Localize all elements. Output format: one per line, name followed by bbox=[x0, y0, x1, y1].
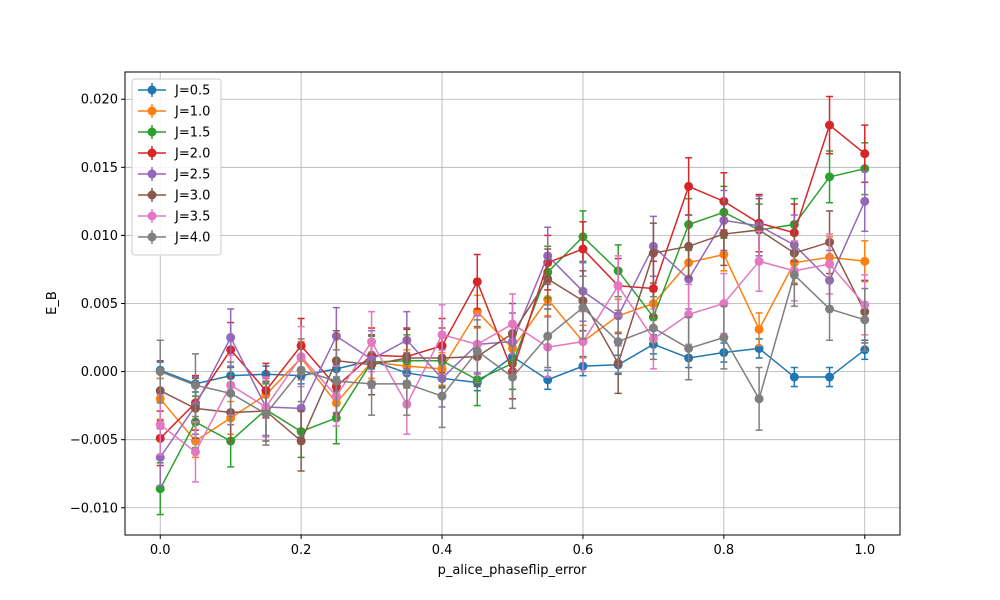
data-point bbox=[190, 380, 200, 390]
legend-marker bbox=[147, 211, 157, 221]
legend-label: J=2.5 bbox=[174, 168, 210, 183]
legend-label: J=3.0 bbox=[174, 189, 210, 204]
legend: J=0.5 J=1.0 J=1.5 J=2.0 J=2.5 J=3.0 J=3.5 J=4.0 bbox=[131, 78, 222, 256]
legend-marker bbox=[147, 85, 157, 95]
series-group bbox=[155, 95, 870, 516]
data-point bbox=[684, 343, 694, 353]
legend-label: J=3.5 bbox=[174, 210, 210, 225]
legend-marker bbox=[147, 190, 157, 200]
series-J=4.0 bbox=[155, 242, 870, 446]
x-tick-label: 1.0 bbox=[854, 543, 875, 558]
data-point bbox=[825, 172, 835, 182]
data-point bbox=[684, 241, 694, 251]
y-tick-label: −0.010 bbox=[70, 501, 118, 516]
data-point bbox=[825, 372, 835, 382]
legend-label: J=0.5 bbox=[174, 84, 210, 99]
x-tick-label: 0.2 bbox=[291, 543, 312, 558]
data-point bbox=[296, 365, 306, 375]
legend-entry: J=2.5 bbox=[138, 167, 210, 183]
data-point bbox=[437, 330, 447, 340]
data-point bbox=[402, 379, 412, 389]
data-point bbox=[789, 270, 799, 280]
y-tick-label: 0.005 bbox=[81, 297, 118, 312]
y-tick-label: −0.005 bbox=[70, 433, 118, 448]
data-point bbox=[155, 420, 165, 430]
data-point bbox=[543, 274, 553, 284]
data-point bbox=[719, 229, 729, 239]
legend-marker bbox=[147, 232, 157, 242]
x-axis-label: p_alice_phaseflip_error bbox=[438, 563, 587, 578]
data-point bbox=[367, 337, 377, 347]
data-point bbox=[261, 409, 271, 419]
data-point bbox=[331, 376, 341, 386]
data-point bbox=[648, 284, 658, 294]
data-point bbox=[472, 277, 482, 287]
data-point bbox=[613, 337, 623, 347]
data-point bbox=[754, 225, 764, 235]
data-point bbox=[719, 333, 729, 343]
data-point bbox=[789, 372, 799, 382]
data-point bbox=[754, 394, 764, 404]
data-point bbox=[754, 324, 764, 334]
legend-entry: J=3.5 bbox=[138, 209, 210, 225]
y-tick-label: 0.020 bbox=[81, 93, 118, 108]
legend-entry: J=1.5 bbox=[138, 125, 210, 141]
data-point bbox=[860, 196, 870, 206]
data-point bbox=[684, 181, 694, 191]
data-point bbox=[437, 391, 447, 401]
data-point bbox=[508, 372, 517, 382]
data-point bbox=[754, 256, 764, 266]
data-point bbox=[226, 333, 236, 343]
data-point bbox=[648, 248, 658, 258]
data-point bbox=[684, 274, 694, 284]
y-axis-label: E_B bbox=[45, 291, 60, 315]
legend-entry: J=1.0 bbox=[138, 104, 210, 120]
y-tick-label: 0.015 bbox=[81, 161, 118, 176]
data-point bbox=[190, 447, 200, 457]
data-point bbox=[825, 304, 835, 314]
data-point bbox=[613, 281, 623, 291]
data-point bbox=[543, 331, 553, 341]
legend-label: J=1.0 bbox=[174, 105, 210, 120]
legend-entry: J=3.0 bbox=[138, 188, 210, 204]
data-point bbox=[508, 319, 517, 329]
data-point bbox=[578, 244, 588, 254]
data-point bbox=[860, 256, 870, 266]
legend-entry: J=4.0 bbox=[138, 230, 210, 246]
x-tick-label: 0.8 bbox=[714, 543, 735, 558]
legend-marker bbox=[147, 169, 157, 179]
x-tick-label: 0.4 bbox=[432, 543, 453, 558]
data-point bbox=[825, 259, 835, 269]
y-tick-label: 0.010 bbox=[81, 229, 118, 244]
data-point bbox=[578, 303, 588, 313]
legend-entry: J=0.5 bbox=[138, 83, 210, 99]
legend-label: J=4.0 bbox=[174, 231, 210, 246]
data-point bbox=[825, 120, 835, 130]
y-tick-label: 0.000 bbox=[81, 365, 118, 380]
x-tick-label: 0.0 bbox=[150, 543, 171, 558]
data-point bbox=[860, 315, 870, 325]
legend-marker bbox=[147, 106, 157, 116]
x-tick-label: 0.6 bbox=[573, 543, 594, 558]
legend-label: J=2.0 bbox=[174, 147, 210, 162]
legend-entry: J=2.0 bbox=[138, 146, 210, 162]
data-point bbox=[226, 388, 236, 398]
data-point bbox=[155, 367, 165, 377]
data-point bbox=[296, 436, 306, 446]
ticks: 0.0 0.2 0.4 0.6 0.8 1.0 −0.010 −0.005 0.000 0.005… bbox=[70, 93, 875, 558]
legend-box bbox=[131, 78, 222, 256]
legend-label: J=1.5 bbox=[174, 126, 210, 141]
data-point bbox=[648, 323, 658, 333]
data-point bbox=[367, 379, 377, 389]
data-point bbox=[472, 346, 482, 356]
legend-marker bbox=[147, 127, 157, 137]
data-point bbox=[860, 149, 870, 159]
legend-marker bbox=[147, 148, 157, 158]
